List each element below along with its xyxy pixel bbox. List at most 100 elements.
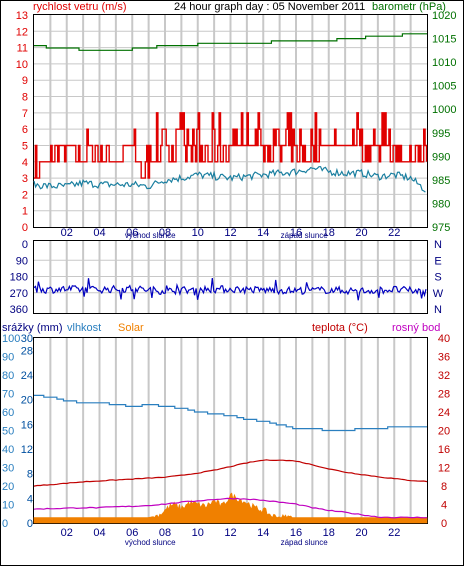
- pressure-tick: 975: [432, 222, 450, 234]
- wind-speed-tick: 12: [16, 26, 28, 38]
- wind-average-line: [33, 166, 426, 193]
- temperature-tick: 40: [438, 333, 450, 345]
- wind-speed-tick: 6: [22, 124, 28, 136]
- time-tick-label: 02: [61, 527, 73, 539]
- temperature-tick: 16: [438, 444, 450, 456]
- humidity-tick: 20: [2, 481, 14, 493]
- time-tick-label: 22: [388, 227, 400, 239]
- pressure-tick: 1005: [432, 81, 456, 93]
- rain-axis-label: srážky (mm): [2, 322, 63, 334]
- time-tick-label: 16: [290, 527, 302, 539]
- pressure-line: [34, 33, 427, 51]
- time-tick-label: 08: [159, 527, 171, 539]
- wind-speed-tick: 3: [22, 173, 28, 185]
- time-tick-label: 08: [159, 227, 171, 239]
- direction-degree-tick: 180: [10, 272, 28, 284]
- rain-tick: 24: [21, 370, 33, 382]
- pressure-axis-label: barometr (hPa): [372, 1, 446, 13]
- humidity-line: [34, 394, 427, 432]
- panel-weather-frame: [33, 337, 428, 524]
- time-tick-label: 12: [224, 527, 236, 539]
- time-tick-label: 06: [126, 227, 138, 239]
- solar-area: [33, 492, 428, 524]
- pressure-tick: 1015: [432, 34, 456, 46]
- sunset-label-lower: západ slunce: [281, 538, 329, 547]
- rain-tick: 8: [27, 469, 33, 481]
- wind-speed-tick: 8: [22, 92, 28, 104]
- pressure-tick: 1000: [432, 104, 456, 116]
- chart-title: 24 hour graph day : 05 November 2011: [174, 1, 365, 13]
- humidity-tick: 70: [2, 389, 14, 401]
- wind-speed-tick: 11: [17, 43, 28, 55]
- direction-compass-tick: E: [434, 255, 441, 267]
- time-tick-label: 18: [323, 527, 335, 539]
- pressure-tick: 990: [432, 151, 450, 163]
- time-tick-label: 20: [355, 527, 367, 539]
- wind-speed-tick: 9: [22, 75, 28, 87]
- humidity-tick: 80: [2, 370, 14, 382]
- time-tick-label: 04: [93, 527, 105, 539]
- panel-direction-frame: [33, 240, 428, 314]
- pressure-tick: 980: [432, 198, 450, 210]
- wind-direction-line: [33, 278, 427, 301]
- panel-wind-time-labels: 02 04 06 08 10 12 14 16 18 20 22: [61, 227, 401, 239]
- direction-compass-tick: S: [434, 272, 441, 284]
- sunset-label: západ slunce: [281, 231, 329, 240]
- humidity-tick: 30: [2, 463, 14, 475]
- dewpoint-axis-label: rosný bod: [392, 322, 440, 334]
- rain-tick: 12: [21, 444, 33, 456]
- temperature-tick: 32: [438, 370, 450, 382]
- wind-speed-tick: 4: [22, 157, 28, 169]
- panel-wind-frame: [33, 14, 428, 228]
- direction-degree-tick: 90: [16, 255, 28, 267]
- wind-speed-tick: 13: [16, 10, 28, 22]
- time-tick-label: 04: [93, 227, 105, 239]
- pressure-tick: 1010: [432, 57, 456, 69]
- direction-degree-labels: 0 90 180 270 360: [10, 239, 28, 316]
- humidity-tick: 10: [2, 500, 14, 512]
- wind-speed-tick: 10: [16, 59, 28, 71]
- direction-compass-tick: W: [433, 288, 444, 300]
- temperature-tick: 24: [438, 407, 450, 419]
- wind-speed-tick: 2: [22, 189, 28, 201]
- time-tick-label: 06: [126, 527, 138, 539]
- sunrise-label-lower: východ slunce: [125, 538, 176, 547]
- humidity-tick: 100: [2, 333, 20, 345]
- direction-degree-tick: 0: [22, 239, 28, 251]
- rain-tick: 16: [21, 419, 33, 431]
- rain-tick: 0: [27, 518, 33, 530]
- time-tick-label: 10: [192, 527, 204, 539]
- temperature-tick: 36: [438, 352, 450, 364]
- wind-speed-tick: 5: [22, 140, 28, 152]
- time-tick-label: 14: [257, 527, 269, 539]
- time-tick-label: 18: [323, 227, 335, 239]
- time-tick-label: 10: [192, 227, 204, 239]
- rain-tick: 20: [21, 395, 33, 407]
- time-tick-label: 14: [257, 227, 269, 239]
- humidity-tick: 40: [2, 444, 14, 456]
- humidity-tick: 60: [2, 407, 14, 419]
- panel-direction-grid: [34, 241, 427, 313]
- temperature-tick: 0: [441, 518, 447, 530]
- solar-axis-label: Solar: [118, 322, 144, 334]
- pressure-tick: 985: [432, 175, 450, 187]
- rain-tick: 28: [21, 345, 33, 357]
- time-tick-label: 12: [224, 227, 236, 239]
- time-tick-label: 22: [388, 527, 400, 539]
- dewpoint-line: [33, 497, 428, 519]
- wind-speed-tick: 0: [22, 222, 28, 234]
- humidity-tick-labels: 0 10 20 30 40 50 60 70 80 90 100: [2, 333, 20, 530]
- temperature-tick: 12: [438, 463, 450, 475]
- humidity-axis-label: vlhkost: [67, 322, 101, 334]
- panel-weather-grid: [49, 338, 412, 523]
- pressure-tick: 995: [432, 128, 450, 140]
- temperature-tick: 20: [438, 426, 450, 438]
- humidity-tick: 90: [2, 352, 14, 364]
- panel-weather-time-labels: 02 04 06 08 10 12 14 16 18 20 22: [61, 527, 401, 539]
